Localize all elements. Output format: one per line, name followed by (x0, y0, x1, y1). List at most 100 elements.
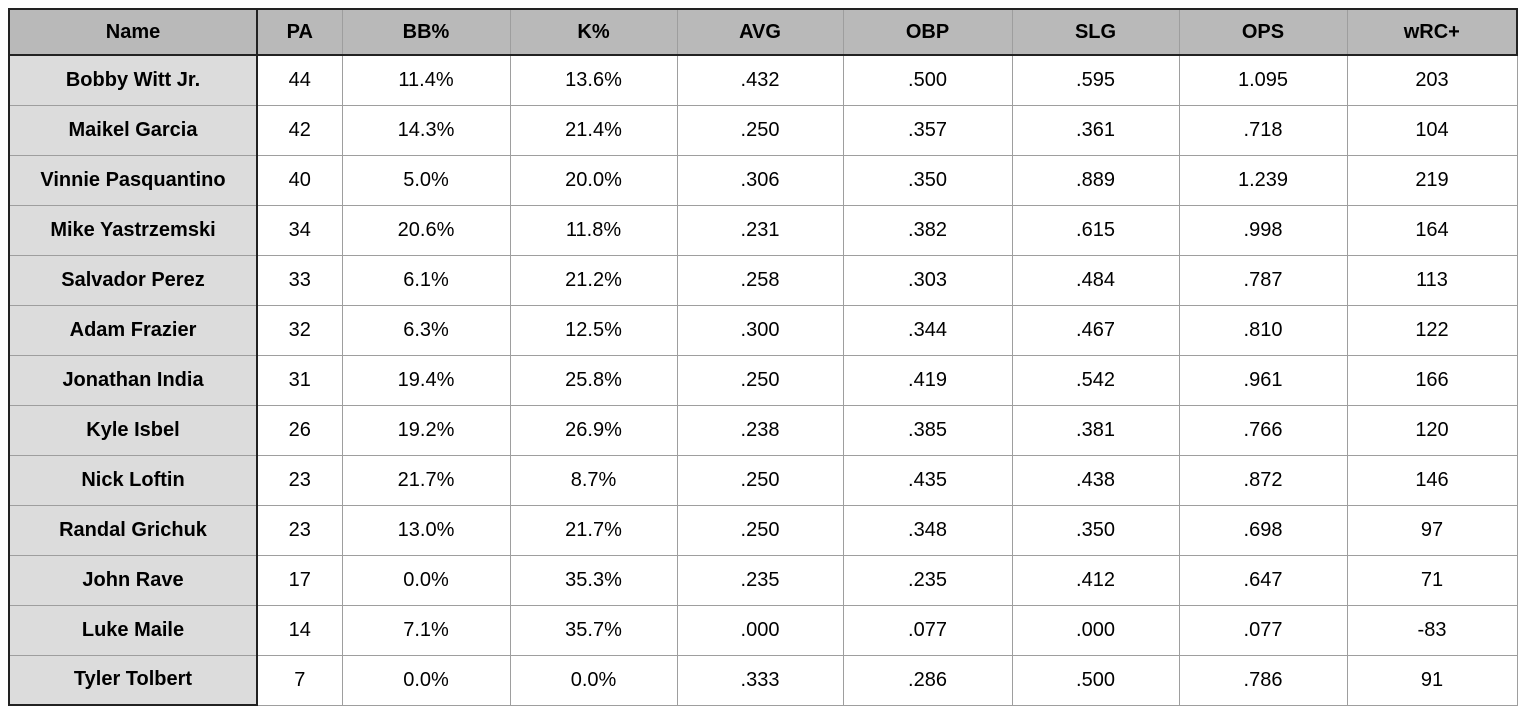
stat-cell-k: 26.9% (509, 404, 678, 456)
stat-cell-avg: .306 (676, 154, 844, 206)
table-row: Bobby Witt Jr. 44 11.4% 13.6% .432.500.595 1.… (8, 54, 1518, 106)
stat-cell-wrc: 120 (1346, 404, 1518, 456)
player-name-cell: Randal Grichuk (8, 504, 258, 556)
stat-cell-ops: .766 (1178, 404, 1348, 456)
player-name-cell: Jonathan India (8, 354, 258, 406)
stat-cell-ops: .810 (1178, 304, 1348, 356)
player-name-cell: Luke Maile (8, 604, 258, 656)
player-name-cell: John Rave (8, 554, 258, 606)
column-header-name: Name (8, 8, 258, 56)
stat-cell-pa: 31 (256, 354, 343, 406)
stat-cell-ops: 1.095 (1178, 54, 1348, 106)
table-row: Kyle Isbel 26 19.2% 26.9% .238.385.381.766 12… (8, 404, 1518, 456)
stat-cell-obp: .350 (842, 154, 1013, 206)
stat-cell-bb: 20.6% (341, 204, 511, 256)
stat-cell-obp: .286 (842, 654, 1013, 706)
stat-cell-bb: 6.1% (341, 254, 511, 306)
stat-cell-slg: .412 (1011, 554, 1180, 606)
stat-cell-k: 8.7% (509, 454, 678, 506)
stat-cell-obp: .348 (842, 504, 1013, 556)
stat-cell-slg: .000 (1011, 604, 1180, 656)
stat-cell-bb: 0.0% (341, 554, 511, 606)
player-name-cell: Mike Yastrzemski (8, 204, 258, 256)
stat-cell-avg: .250 (676, 504, 844, 556)
stat-cell-avg: .250 (676, 454, 844, 506)
column-header-bb: BB% (341, 8, 511, 56)
table-row: Salvador Perez 33 6.1% 21.2% .258.303.484.78… (8, 254, 1518, 306)
stat-cell-k: 0.0% (509, 654, 678, 706)
stat-cell-avg: .231 (676, 204, 844, 256)
table-row: Adam Frazier 32 6.3% 12.5% .300.344.467.810 1… (8, 304, 1518, 356)
stat-cell-ops: .872 (1178, 454, 1348, 506)
stat-cell-avg: .250 (676, 354, 844, 406)
column-header-avg: AVG (676, 8, 844, 56)
stat-cell-avg: .333 (676, 654, 844, 706)
column-header-k: K% (509, 8, 678, 56)
player-name-cell: Bobby Witt Jr. (8, 54, 258, 106)
stat-cell-avg: .432 (676, 54, 844, 106)
stat-cell-pa: 34 (256, 204, 343, 256)
stat-cell-wrc: 146 (1346, 454, 1518, 506)
stat-cell-pa: 23 (256, 454, 343, 506)
column-header-obp: OBP (842, 8, 1013, 56)
player-name-cell: Tyler Tolbert (8, 654, 258, 706)
stat-cell-bb: 19.4% (341, 354, 511, 406)
stat-cell-wrc: 71 (1346, 554, 1518, 606)
player-name-cell: Maikel Garcia (8, 104, 258, 156)
table-row: Vinnie Pasquantino 40 5.0% 20.0% .306.350.88… (8, 154, 1518, 206)
stat-cell-bb: 7.1% (341, 604, 511, 656)
stat-cell-wrc: 166 (1346, 354, 1518, 406)
stat-cell-obp: .435 (842, 454, 1013, 506)
player-name-cell: Vinnie Pasquantino (8, 154, 258, 206)
stat-cell-avg: .238 (676, 404, 844, 456)
table-row: Jonathan India 31 19.4% 25.8% .250.419.542.9… (8, 354, 1518, 406)
column-header-ops: OPS (1178, 8, 1348, 56)
stat-cell-k: 13.6% (509, 54, 678, 106)
stat-cell-bb: 6.3% (341, 304, 511, 356)
stat-cell-k: 21.2% (509, 254, 678, 306)
column-header-wrc: wRC+ (1346, 8, 1518, 56)
stat-cell-pa: 7 (256, 654, 343, 706)
stat-cell-k: 20.0% (509, 154, 678, 206)
stat-cell-obp: .419 (842, 354, 1013, 406)
stat-cell-obp: .500 (842, 54, 1013, 106)
stat-cell-pa: 44 (256, 54, 343, 106)
stat-cell-obp: .077 (842, 604, 1013, 656)
stat-cell-k: 21.4% (509, 104, 678, 156)
stat-cell-bb: 5.0% (341, 154, 511, 206)
stat-cell-ops: .787 (1178, 254, 1348, 306)
stat-cell-k: 25.8% (509, 354, 678, 406)
table-row: Tyler Tolbert 7 0.0% 0.0% .333.286.500.786 91 (8, 654, 1518, 706)
stat-cell-obp: .303 (842, 254, 1013, 306)
stat-cell-bb: 14.3% (341, 104, 511, 156)
player-name-cell: Kyle Isbel (8, 404, 258, 456)
stat-cell-pa: 26 (256, 404, 343, 456)
stat-cell-bb: 13.0% (341, 504, 511, 556)
stat-cell-obp: .382 (842, 204, 1013, 256)
table-row: Randal Grichuk 23 13.0% 21.7% .250.348.350.6… (8, 504, 1518, 556)
stat-cell-wrc: 203 (1346, 54, 1518, 106)
stat-cell-avg: .000 (676, 604, 844, 656)
stat-cell-slg: .350 (1011, 504, 1180, 556)
stat-cell-wrc: 91 (1346, 654, 1518, 706)
stat-cell-slg: .381 (1011, 404, 1180, 456)
stat-cell-pa: 23 (256, 504, 343, 556)
stat-cell-avg: .250 (676, 104, 844, 156)
stat-cell-pa: 40 (256, 154, 343, 206)
stat-cell-ops: .786 (1178, 654, 1348, 706)
stat-cell-ops: 1.239 (1178, 154, 1348, 206)
table-row: Maikel Garcia 42 14.3% 21.4% .250.357.361.71… (8, 104, 1518, 156)
stat-cell-k: 21.7% (509, 504, 678, 556)
stat-cell-wrc: 219 (1346, 154, 1518, 206)
stat-cell-k: 35.3% (509, 554, 678, 606)
stat-cell-pa: 42 (256, 104, 343, 156)
stat-cell-k: 35.7% (509, 604, 678, 656)
batting-stats-table: Name PA BB% K% AVG OBP SLG OPS wRC+ Bobby Witt J… (8, 8, 1518, 706)
stat-cell-avg: .258 (676, 254, 844, 306)
header-row: Name PA BB% K% AVG OBP SLG OPS wRC+ (8, 8, 1518, 56)
stat-cell-k: 12.5% (509, 304, 678, 356)
stat-cell-ops: .718 (1178, 104, 1348, 156)
stat-cell-slg: .438 (1011, 454, 1180, 506)
table-row: Luke Maile 14 7.1% 35.7% .000.077.000.077 -83 (8, 604, 1518, 656)
stat-cell-pa: 32 (256, 304, 343, 356)
